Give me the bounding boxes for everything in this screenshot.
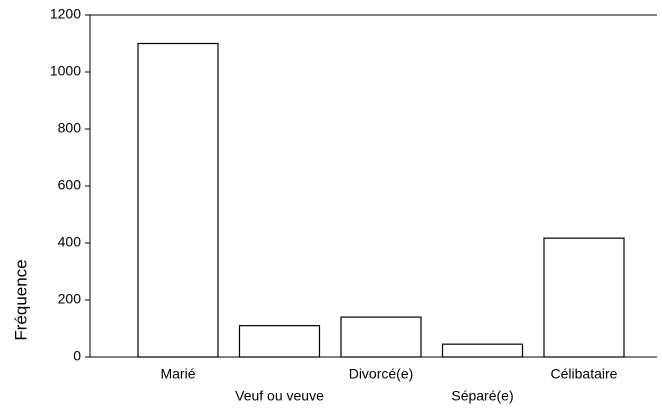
y-tick-label: 400 bbox=[58, 234, 82, 250]
bar bbox=[238, 325, 321, 358]
bar bbox=[543, 237, 625, 358]
y-tick-label: 600 bbox=[58, 177, 82, 193]
y-tick-label: 800 bbox=[58, 120, 82, 136]
bar bbox=[340, 316, 422, 358]
y-tick-label: 1200 bbox=[50, 6, 81, 22]
x-tick-label: Marié bbox=[160, 366, 195, 382]
bar bbox=[441, 343, 524, 358]
bar bbox=[137, 42, 219, 358]
y-axis-label: Fréquence bbox=[11, 259, 30, 340]
x-tick-label: Célibataire bbox=[551, 366, 618, 382]
y-tick-label: 0 bbox=[73, 348, 81, 364]
y-tick-label: 1000 bbox=[50, 63, 81, 79]
y-tick-label: 200 bbox=[58, 291, 82, 307]
x-tick-label: Divorcé(e) bbox=[349, 366, 414, 382]
x-tick-label: Veuf ou veuve bbox=[235, 388, 324, 404]
x-tick-label: Séparé(e) bbox=[451, 388, 513, 404]
